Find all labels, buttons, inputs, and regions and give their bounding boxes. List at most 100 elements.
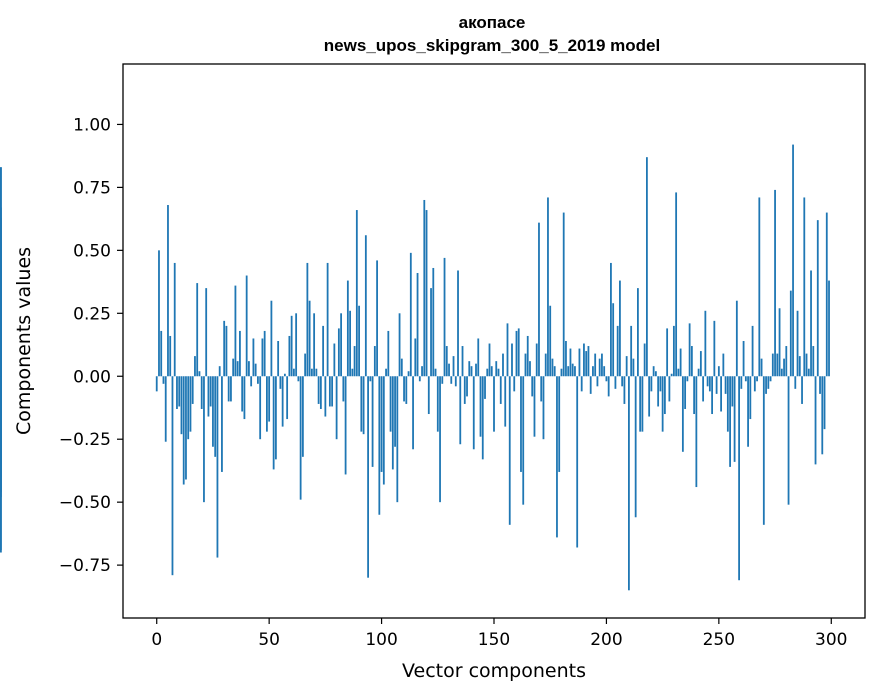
- bar-component-136: [461, 346, 464, 377]
- bar-component-226: [663, 376, 666, 415]
- bar-component-16: [191, 376, 194, 404]
- bar-component-4: [164, 376, 167, 442]
- bar-component-194: [592, 366, 594, 377]
- y-tick-label: −0.25: [59, 430, 111, 450]
- bar-component-81: [337, 328, 340, 377]
- bar-component-163: [522, 376, 525, 505]
- bar-component-168: [533, 376, 536, 437]
- bar-component-161: [517, 328, 520, 377]
- bar-component-258: [735, 300, 738, 377]
- bar-component-182: [565, 341, 567, 377]
- bar-component-35: [234, 285, 237, 377]
- bar-component-84: [344, 376, 347, 475]
- bar-component-266: [753, 376, 756, 392]
- bar-component-215: [639, 376, 642, 432]
- bar-component-234: [681, 376, 684, 452]
- bar-component-98: [376, 260, 378, 377]
- bar-component-172: [542, 376, 545, 440]
- bar-component-235: [684, 376, 687, 409]
- bar-component-279: [783, 358, 785, 377]
- bar-component-260: [740, 376, 743, 389]
- bar-component-280: [785, 346, 788, 377]
- bar-component-0: [155, 376, 158, 392]
- bar-component-216: [641, 376, 644, 432]
- bar-component-155: [504, 376, 507, 427]
- bar-component-211: [630, 325, 633, 377]
- bar-component-204: [614, 376, 617, 389]
- y-tick-label: 1.00: [73, 115, 111, 135]
- bar-component-277: [778, 308, 781, 377]
- bar-component-271: [765, 376, 767, 394]
- bar-component-255: [729, 376, 731, 467]
- bar-component-292: [812, 346, 815, 377]
- bar-component-230: [672, 325, 675, 377]
- bar-component-80: [335, 376, 338, 440]
- bar-component-121: [427, 376, 430, 415]
- bar-component-287: [801, 376, 803, 404]
- bars-group: [0, 144, 830, 591]
- bar-component-66: [304, 353, 307, 377]
- bar-component-132: [452, 356, 455, 377]
- bar-component-294: [816, 220, 819, 377]
- bar-component-236: [686, 376, 689, 382]
- y-tick-label: −0.50: [59, 493, 111, 513]
- y-tick-label: 0.50: [73, 241, 111, 261]
- bar-component-229: [670, 373, 673, 377]
- bar-component-191: [585, 351, 588, 377]
- bar-component-8: [173, 262, 176, 377]
- bar-component-299: [828, 280, 830, 377]
- bar-component-54: [277, 341, 280, 377]
- bar-component-53: [275, 376, 277, 460]
- bar-component-87: [351, 368, 354, 377]
- bar-component-232: [677, 368, 680, 377]
- bar-component-147: [486, 368, 489, 377]
- bar-component-200: [605, 376, 608, 382]
- bar-component-145: [481, 376, 484, 460]
- bar-component-246: [708, 376, 711, 392]
- bar-component-283: [792, 144, 794, 377]
- bar-component-32: [227, 376, 230, 402]
- bar-component-265: [751, 325, 754, 377]
- bar-component-273: [769, 376, 772, 382]
- bar-component-139: [468, 361, 471, 377]
- x-tick-label: 200: [590, 630, 622, 650]
- y-axis-label: Components values: [13, 247, 35, 435]
- bar-component-97: [373, 346, 376, 377]
- bar-component-197: [598, 358, 601, 377]
- bar-component-221: [652, 366, 655, 377]
- bar-component-137: [463, 376, 466, 404]
- bar-component-75: [324, 376, 327, 417]
- bar-component-25: [212, 376, 214, 447]
- bar-component-126: [439, 376, 441, 503]
- bar-component-222: [654, 371, 657, 377]
- bar-component-241: [697, 368, 700, 377]
- bar-component-286: [798, 356, 801, 377]
- bar-component-242: [699, 351, 702, 377]
- bar-component-264: [749, 376, 752, 420]
- bar-component-undefined: [0, 330, 2, 377]
- bar-component-189: [580, 376, 583, 392]
- bar-component-190: [583, 343, 585, 377]
- bar-component-133: [454, 376, 457, 387]
- bar-component-135: [459, 376, 462, 445]
- bar-component-14: [187, 376, 190, 440]
- bar-component-220: [650, 376, 653, 392]
- bar-component-178: [556, 376, 558, 538]
- bar-component-187: [576, 376, 579, 548]
- bar-component-159: [513, 376, 516, 392]
- bar-component-5: [167, 205, 169, 377]
- bar-component-233: [679, 348, 682, 377]
- bar-component-179: [558, 376, 561, 472]
- bar-component-150: [493, 376, 495, 432]
- bar-component-245: [706, 376, 709, 387]
- bar-component-91: [360, 376, 363, 432]
- bar-component-107: [396, 376, 399, 503]
- bar-component-256: [731, 376, 734, 407]
- bar-component-250: [717, 366, 720, 377]
- bar-component-148: [488, 343, 491, 377]
- bar-component-105: [391, 376, 394, 470]
- bar-component-49: [266, 376, 268, 432]
- bar-component-170: [538, 222, 540, 377]
- bar-component-214: [637, 288, 639, 377]
